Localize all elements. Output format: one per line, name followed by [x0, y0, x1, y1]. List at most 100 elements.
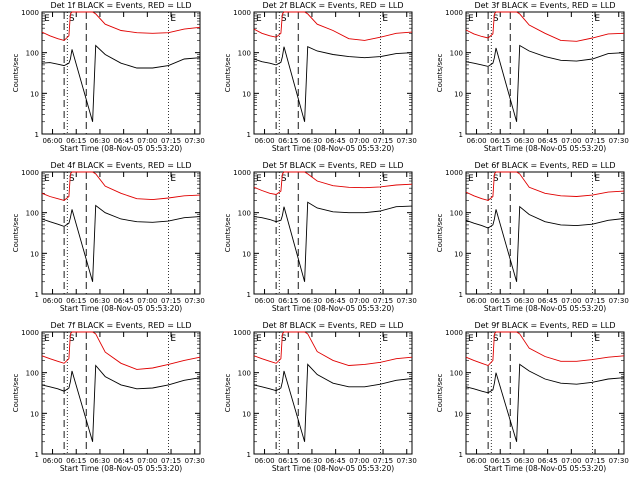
x-tick-label: 06:30 [514, 297, 534, 305]
x-tick-label: 07:00 [561, 297, 581, 305]
plot-frame [41, 171, 201, 295]
x-tick-label: 06:30 [90, 297, 110, 305]
x-tick-label: 07:00 [137, 297, 157, 305]
series-line-lld [253, 171, 413, 195]
x-tick-label: 06:30 [90, 137, 110, 145]
plot-frame [41, 11, 201, 135]
y-tick-label: 100 [450, 50, 463, 58]
x-axis-label: Start Time (08-Nov-05 05:53:20) [60, 464, 182, 473]
y-axis-label: Counts/sec [436, 54, 444, 93]
y-tick-label: 1 [459, 131, 463, 139]
marker-label-e-left: E [256, 334, 262, 344]
x-tick-label: 06:45 [114, 137, 134, 145]
panel-title: Det 5f BLACK = Events, RED = LLD [262, 161, 403, 170]
marker-label-s: S [281, 14, 287, 24]
x-tick-label: 06:30 [514, 137, 534, 145]
series-line-events [253, 46, 413, 122]
x-tick-label: 06:15 [278, 137, 298, 145]
marker-label-e-right: E [170, 14, 176, 24]
marker-label-e-right: E [382, 334, 388, 344]
x-tick-label: 06:30 [90, 457, 110, 465]
y-tick-label: 10 [30, 410, 39, 418]
x-tick-label: 07:15 [585, 457, 605, 465]
series-line-lld [253, 11, 413, 41]
y-axis-label: Counts/sec [224, 54, 232, 93]
marker-label-e-right: E [594, 14, 600, 24]
y-tick-label: 1000 [445, 169, 463, 177]
y-tick-label: 1000 [445, 329, 463, 337]
marker-label-e-right: E [594, 174, 600, 184]
x-tick-label: 06:45 [538, 297, 558, 305]
series-line-lld [253, 331, 413, 366]
x-tick-label: 06:15 [490, 297, 510, 305]
series-line-lld [465, 171, 625, 201]
panel-det-4: Det 4f BLACK = Events, RED = LLD 1 10 100 10… [12, 161, 205, 313]
y-tick-label: 1000 [21, 329, 39, 337]
y-tick-label: 100 [238, 210, 251, 218]
x-tick-label: 06:15 [66, 457, 86, 465]
x-tick-label: 06:45 [326, 137, 346, 145]
series-line-lld [41, 11, 201, 41]
y-tick-label: 10 [242, 90, 251, 98]
x-axis-label: Start Time (08-Nov-05 05:53:20) [60, 144, 182, 153]
series-line-events [253, 363, 413, 442]
x-axis-label: Start Time (08-Nov-05 05:53:20) [484, 144, 606, 153]
x-tick-label: 07:00 [349, 137, 369, 145]
panel-title: Det 4f BLACK = Events, RED = LLD [50, 161, 191, 170]
y-tick-label: 10 [454, 410, 463, 418]
marker-label-s: S [281, 174, 287, 184]
marker-label-s: S [69, 174, 75, 184]
marker-label-s: S [493, 14, 499, 24]
marker-label-e-left: E [44, 174, 50, 184]
marker-label-e-left: E [44, 14, 50, 24]
x-tick-label: 07:15 [373, 457, 393, 465]
x-tick-label: 07:00 [561, 137, 581, 145]
series-line-events [41, 44, 201, 122]
x-tick-label: 07:00 [137, 137, 157, 145]
plot-frame [465, 11, 625, 135]
x-tick-label: 07:30 [609, 297, 629, 305]
x-tick-label: 06:15 [490, 457, 510, 465]
x-tick-label: 07:30 [609, 137, 629, 145]
x-tick-label: 06:00 [254, 297, 274, 305]
y-tick-label: 10 [454, 90, 463, 98]
y-tick-label: 1 [459, 291, 463, 299]
y-axis-label: Counts/sec [436, 374, 444, 413]
x-axis-label: Start Time (08-Nov-05 05:53:20) [272, 304, 394, 313]
y-tick-label: 100 [26, 50, 39, 58]
x-tick-label: 06:45 [326, 297, 346, 305]
y-tick-label: 10 [242, 250, 251, 258]
x-tick-label: 06:00 [466, 137, 486, 145]
panel-det-9: Det 9f BLACK = Events, RED = LLD 1 10 100 10… [436, 321, 629, 473]
plot-frame [253, 331, 413, 455]
x-tick-label: 07:30 [185, 137, 205, 145]
y-tick-label: 100 [238, 370, 251, 378]
x-tick-label: 06:00 [42, 137, 62, 145]
series-line-events [253, 201, 413, 282]
x-tick-label: 06:30 [302, 137, 322, 145]
series-line-events [465, 363, 625, 442]
marker-label-e-left: E [256, 174, 262, 184]
marker-label-e-right: E [382, 174, 388, 184]
y-tick-label: 1 [35, 291, 39, 299]
marker-label-e-left: E [468, 334, 474, 344]
x-tick-label: 07:30 [185, 297, 205, 305]
series-line-lld [41, 331, 201, 370]
y-tick-label: 10 [30, 90, 39, 98]
y-tick-label: 1 [35, 131, 39, 139]
x-tick-label: 06:00 [42, 297, 62, 305]
x-tick-label: 06:00 [254, 457, 274, 465]
y-axis-label: Counts/sec [12, 214, 20, 253]
x-tick-label: 06:30 [514, 457, 534, 465]
x-axis-label: Start Time (08-Nov-05 05:53:20) [272, 144, 394, 153]
y-tick-label: 100 [26, 210, 39, 218]
x-tick-label: 07:15 [161, 297, 181, 305]
x-tick-label: 07:15 [373, 297, 393, 305]
y-tick-label: 100 [450, 210, 463, 218]
marker-label-e-right: E [382, 14, 388, 24]
marker-label-s: S [281, 334, 287, 344]
x-tick-label: 06:45 [114, 457, 134, 465]
panel-title: Det 3f BLACK = Events, RED = LLD [474, 1, 615, 10]
plot-frame [253, 171, 413, 295]
marker-label-s: S [493, 174, 499, 184]
